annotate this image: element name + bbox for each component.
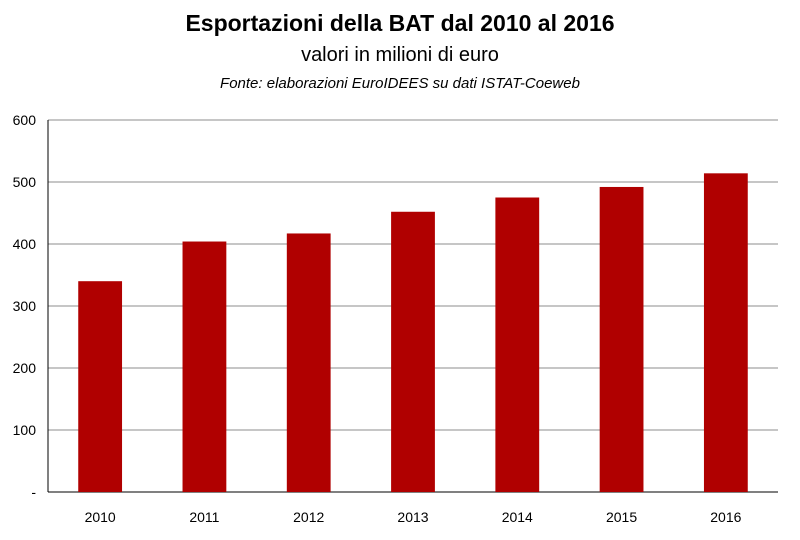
y-tick-label: 100 bbox=[13, 422, 37, 438]
bar bbox=[703, 173, 748, 492]
bar bbox=[182, 241, 227, 492]
bar bbox=[495, 197, 540, 492]
x-tick-label: 2012 bbox=[293, 509, 324, 525]
y-tick-label: - bbox=[31, 484, 36, 500]
x-tick-label: 2014 bbox=[502, 509, 533, 525]
x-tick-label: 2016 bbox=[710, 509, 741, 525]
chart-source: Fonte: elaborazioni EuroIDEES su dati IS… bbox=[220, 75, 580, 92]
y-tick-label: 500 bbox=[13, 174, 37, 190]
chart-subtitle: valori in milioni di euro bbox=[301, 44, 499, 66]
x-tick-label: 2010 bbox=[85, 509, 116, 525]
bar bbox=[78, 281, 123, 492]
bar bbox=[286, 233, 331, 492]
y-tick-label: 300 bbox=[13, 298, 37, 314]
x-tick-label: 2015 bbox=[606, 509, 637, 525]
chart-title: Esportazioni della BAT dal 2010 al 2016 bbox=[185, 10, 615, 36]
y-tick-label: 400 bbox=[13, 236, 37, 252]
bar bbox=[391, 211, 435, 492]
x-tick-label: 2011 bbox=[189, 509, 219, 525]
y-tick-label: 200 bbox=[13, 360, 37, 376]
bar bbox=[599, 186, 644, 492]
y-tick-label: 600 bbox=[13, 112, 37, 128]
x-tick-label: 2013 bbox=[397, 509, 428, 525]
